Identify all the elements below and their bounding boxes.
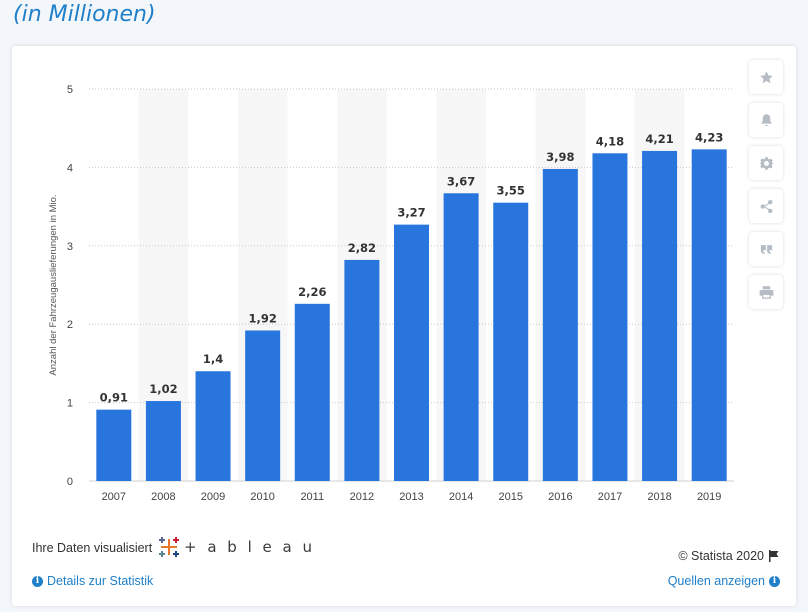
data-label: 1,92 xyxy=(248,311,276,325)
bar xyxy=(691,149,727,482)
bar xyxy=(344,259,380,481)
star-icon xyxy=(759,70,773,83)
gear-icon xyxy=(758,156,774,170)
bar xyxy=(642,150,678,481)
print-icon xyxy=(759,285,773,299)
x-tick-label: 2011 xyxy=(300,491,324,503)
data-label: 1,4 xyxy=(203,352,223,366)
bar xyxy=(294,303,330,481)
bar xyxy=(542,168,578,481)
x-tick-label: 2018 xyxy=(647,491,671,503)
x-tick-label: 2009 xyxy=(201,491,225,503)
data-label: 3,98 xyxy=(546,150,574,164)
data-label: 4,21 xyxy=(645,132,673,146)
x-tick-label: 2016 xyxy=(548,491,572,503)
side-toolbar xyxy=(749,60,783,318)
details-link-text: Details zur Statistik xyxy=(47,574,154,588)
y-tick-label: 5 xyxy=(67,84,73,96)
info-icon: i xyxy=(32,575,43,587)
info-icon: i xyxy=(769,575,780,587)
y-tick-label: 3 xyxy=(67,241,73,253)
data-label: 0,91 xyxy=(100,391,128,405)
print-button[interactable] xyxy=(749,275,783,309)
sources-link-text: Quellen anzeigen xyxy=(667,574,765,588)
y-tick-label: 1 xyxy=(67,398,73,410)
tableau-logo[interactable]: + a b l e a u xyxy=(158,536,315,558)
bar xyxy=(493,202,529,481)
x-tick-label: 2007 xyxy=(102,491,126,503)
bar xyxy=(394,224,429,481)
sources-link[interactable]: Quellen anzeigen i xyxy=(668,574,780,588)
x-tick-label: 2019 xyxy=(697,491,721,503)
y-tick-label: 2 xyxy=(67,319,73,331)
y-tick-label: 4 xyxy=(67,162,73,174)
bar xyxy=(96,409,132,481)
data-label: 3,27 xyxy=(397,206,425,220)
details-link[interactable]: i Details zur Statistik xyxy=(32,574,153,588)
bar xyxy=(592,153,628,481)
data-label: 4,23 xyxy=(695,130,723,144)
bar xyxy=(245,330,281,481)
bell-icon xyxy=(761,113,771,126)
chart-card: 0 1 2 3 4 5 Anzahl der Fahrzeugauslieferungen … xyxy=(12,46,796,606)
x-tick-label: 2010 xyxy=(250,491,274,503)
visualized-label: Ihre Daten visualisiert xyxy=(32,541,153,555)
x-tick-label: 2014 xyxy=(449,491,473,503)
bar xyxy=(145,401,181,481)
data-label: 2,82 xyxy=(348,241,376,255)
x-tick-label: 2017 xyxy=(598,491,622,503)
settings-button[interactable] xyxy=(749,146,783,180)
data-label: 1,02 xyxy=(149,382,177,396)
bar xyxy=(195,371,231,481)
x-tick-label: 2008 xyxy=(151,491,175,503)
share-button[interactable] xyxy=(749,189,783,223)
copyright: © Statista 2020 xyxy=(678,549,780,563)
tableau-cross-icon xyxy=(159,537,179,557)
bar xyxy=(443,193,479,481)
page-title: (in Millionen) xyxy=(13,2,156,27)
cite-button[interactable] xyxy=(749,232,783,266)
copyright-text: © Statista 2020 xyxy=(678,549,764,563)
notification-button[interactable] xyxy=(749,103,783,137)
data-label: 2,26 xyxy=(298,285,326,299)
x-tick-label: 2013 xyxy=(399,491,423,503)
quote-icon xyxy=(760,244,772,254)
tableau-wordmark: + a b l e a u xyxy=(184,538,315,556)
data-label: 3,67 xyxy=(447,174,475,188)
flag-icon[interactable] xyxy=(768,550,780,562)
data-label: 4,18 xyxy=(596,134,624,148)
bar-chart: 0 1 2 3 4 5 Anzahl der Fahrzeugauslieferungen … xyxy=(48,84,734,503)
x-tick-label: 2012 xyxy=(350,491,374,503)
x-tick-label: 2015 xyxy=(498,491,522,503)
share-icon xyxy=(760,199,772,213)
favorite-button[interactable] xyxy=(749,60,783,94)
y-tick-label: 0 xyxy=(67,476,73,488)
y-axis-label: Anzahl der Fahrzeugauslieferungen in Mio… xyxy=(48,194,59,375)
data-label: 3,55 xyxy=(497,184,525,198)
